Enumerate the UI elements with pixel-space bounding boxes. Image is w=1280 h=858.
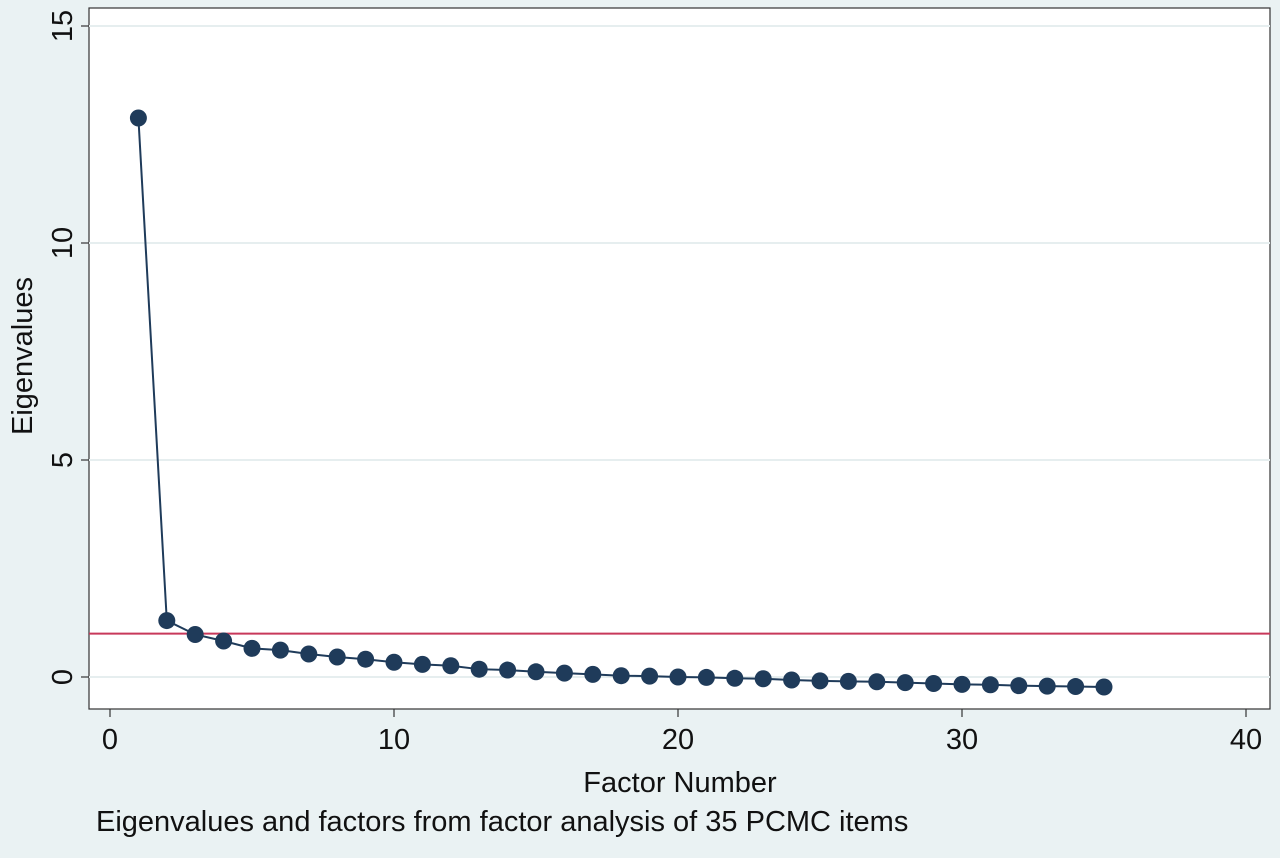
data-point [726, 669, 744, 687]
x-tick-label: 0 [102, 724, 118, 756]
x-tick-label: 20 [662, 724, 694, 756]
data-point [868, 673, 886, 691]
data-point [1067, 678, 1085, 696]
data-point [328, 648, 346, 666]
x-tick-label: 10 [378, 724, 410, 756]
y-tick-label: 15 [47, 10, 79, 42]
data-point [555, 664, 573, 682]
data-point [1095, 678, 1113, 696]
series-layer [129, 109, 1113, 696]
data-point [357, 650, 375, 668]
data-point [300, 645, 318, 663]
data-point [754, 670, 772, 688]
data-point [499, 661, 517, 679]
data-point [129, 109, 147, 127]
data-point [1010, 677, 1028, 695]
data-point [385, 653, 403, 671]
data-point [186, 625, 204, 643]
data-point [641, 667, 659, 685]
data-point [896, 674, 914, 692]
data-point [839, 672, 857, 690]
data-point [1038, 677, 1056, 695]
plot-area [88, 7, 1271, 710]
data-point [527, 663, 545, 681]
data-point [413, 655, 431, 673]
x-tick-label: 30 [946, 724, 978, 756]
data-point [243, 639, 261, 657]
y-tick-label: 0 [47, 669, 79, 685]
data-point [271, 641, 289, 659]
x-axis-label: Factor Number [583, 767, 777, 799]
data-point [697, 668, 715, 686]
data-point [470, 660, 488, 678]
axes: 0 5 10 15 0 10 20 30 40 [47, 10, 1262, 756]
y-tick-label: 5 [47, 452, 79, 468]
data-point [158, 612, 176, 630]
data-point [612, 667, 630, 685]
data-point [442, 657, 460, 675]
y-axis-label: Eigenvalues [7, 277, 39, 435]
data-point [215, 632, 233, 650]
data-point [811, 672, 829, 690]
y-tick-label: 10 [47, 227, 79, 259]
data-point [584, 665, 602, 683]
data-point [953, 675, 971, 693]
figure-caption: Eigenvalues and factors from factor anal… [96, 806, 909, 838]
data-point [783, 671, 801, 689]
data-point [981, 676, 999, 694]
x-tick-label: 40 [1230, 724, 1262, 756]
data-point [669, 668, 687, 686]
data-point [925, 675, 943, 693]
